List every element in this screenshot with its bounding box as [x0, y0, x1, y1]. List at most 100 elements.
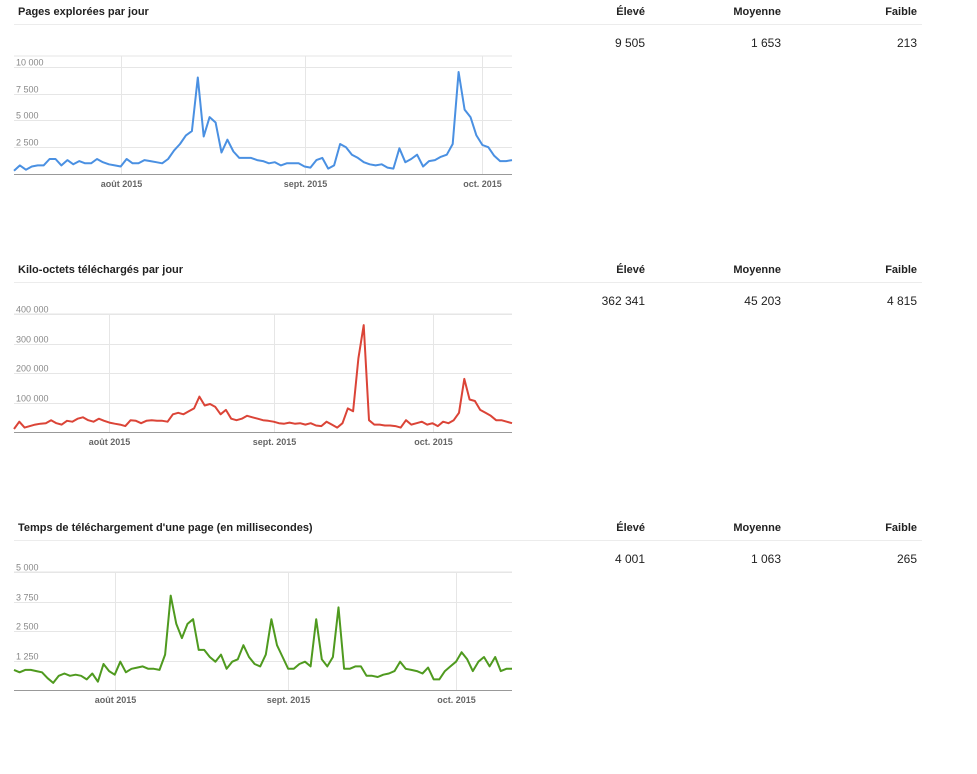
line-chart-pages[interactable]: 2 500 5 000 7 500 10 000 août 2015 sept. 2015… [0, 48, 530, 198]
data-point[interactable] [208, 655, 212, 659]
data-point[interactable] [81, 415, 85, 419]
data-point[interactable] [23, 668, 27, 672]
data-point[interactable] [123, 424, 127, 428]
data-point[interactable] [420, 420, 424, 424]
data-point[interactable] [83, 161, 87, 165]
data-point[interactable] [130, 667, 134, 671]
data-point[interactable] [220, 151, 224, 155]
data-point[interactable] [62, 672, 66, 676]
data-point[interactable] [169, 594, 173, 598]
data-point[interactable] [18, 163, 22, 167]
data-point[interactable] [288, 421, 292, 425]
data-point[interactable] [144, 419, 148, 423]
data-point[interactable] [372, 423, 376, 427]
data-point[interactable] [49, 418, 53, 422]
data-point[interactable] [275, 643, 279, 647]
data-point[interactable] [253, 662, 257, 666]
data-point[interactable] [460, 650, 464, 654]
data-point[interactable] [362, 323, 366, 327]
data-point[interactable] [135, 666, 139, 670]
data-point[interactable] [368, 162, 372, 166]
data-point[interactable] [397, 146, 401, 150]
data-point[interactable] [96, 680, 100, 684]
data-point[interactable] [28, 424, 32, 428]
data-point[interactable] [219, 412, 223, 416]
data-point[interactable] [320, 156, 324, 160]
data-point[interactable] [203, 404, 207, 408]
data-point[interactable] [213, 405, 217, 409]
data-point[interactable] [425, 423, 429, 427]
data-point[interactable] [489, 414, 493, 418]
data-point[interactable] [297, 161, 301, 165]
data-point[interactable] [314, 424, 318, 428]
data-point[interactable] [457, 70, 461, 74]
data-point[interactable] [465, 657, 469, 661]
data-point[interactable] [166, 157, 170, 161]
data-point[interactable] [33, 423, 37, 427]
data-point[interactable] [12, 427, 16, 431]
data-point[interactable] [291, 161, 295, 165]
data-point[interactable] [118, 660, 122, 664]
data-point[interactable] [247, 655, 251, 659]
data-point[interactable] [190, 129, 194, 133]
data-point[interactable] [393, 669, 397, 673]
data-point[interactable] [267, 161, 271, 165]
data-point[interactable] [431, 421, 435, 425]
data-point[interactable] [160, 419, 164, 423]
data-point[interactable] [484, 411, 488, 415]
data-point[interactable] [90, 672, 94, 676]
data-point[interactable] [202, 648, 206, 652]
data-point[interactable] [436, 424, 440, 428]
data-point[interactable] [505, 420, 509, 424]
data-point[interactable] [381, 673, 385, 677]
data-point[interactable] [261, 159, 265, 163]
data-point[interactable] [471, 669, 475, 673]
data-point[interactable] [331, 655, 335, 659]
data-point[interactable] [378, 423, 382, 427]
data-point[interactable] [23, 426, 27, 430]
data-point[interactable] [426, 666, 430, 670]
data-point[interactable] [297, 662, 301, 666]
data-point[interactable] [441, 420, 445, 424]
data-point[interactable] [386, 166, 390, 170]
data-point[interactable] [266, 419, 270, 423]
data-point[interactable] [376, 675, 380, 679]
data-point[interactable] [338, 142, 342, 146]
data-point[interactable] [433, 158, 437, 162]
data-point[interactable] [107, 162, 111, 166]
data-point[interactable] [499, 418, 503, 422]
data-point[interactable] [48, 157, 52, 161]
data-point[interactable] [445, 153, 449, 157]
data-point[interactable] [293, 422, 297, 426]
data-point[interactable] [415, 153, 419, 157]
data-point[interactable] [163, 653, 167, 657]
data-point[interactable] [393, 424, 397, 428]
data-point[interactable] [150, 418, 154, 422]
data-point[interactable] [160, 161, 164, 165]
data-point[interactable] [180, 636, 184, 640]
data-point[interactable] [172, 148, 176, 152]
data-point[interactable] [454, 660, 458, 664]
data-point[interactable] [356, 156, 360, 160]
data-point[interactable] [40, 670, 44, 674]
data-point[interactable] [65, 419, 69, 423]
data-point[interactable] [119, 165, 123, 169]
data-point[interactable] [196, 76, 200, 80]
data-point[interactable] [391, 167, 395, 171]
data-point[interactable] [303, 660, 307, 664]
data-point[interactable] [404, 667, 408, 671]
data-point[interactable] [197, 395, 201, 399]
data-point[interactable] [79, 674, 83, 678]
data-point[interactable] [474, 133, 478, 137]
data-point[interactable] [341, 421, 345, 425]
data-point[interactable] [174, 622, 178, 626]
data-point[interactable] [362, 160, 366, 164]
data-point[interactable] [281, 655, 285, 659]
data-point[interactable] [166, 420, 170, 424]
data-point[interactable] [279, 163, 283, 167]
data-point[interactable] [256, 417, 260, 421]
data-point[interactable] [286, 667, 290, 671]
data-point[interactable] [510, 667, 514, 671]
data-point[interactable] [457, 411, 461, 415]
data-point[interactable] [353, 664, 357, 668]
